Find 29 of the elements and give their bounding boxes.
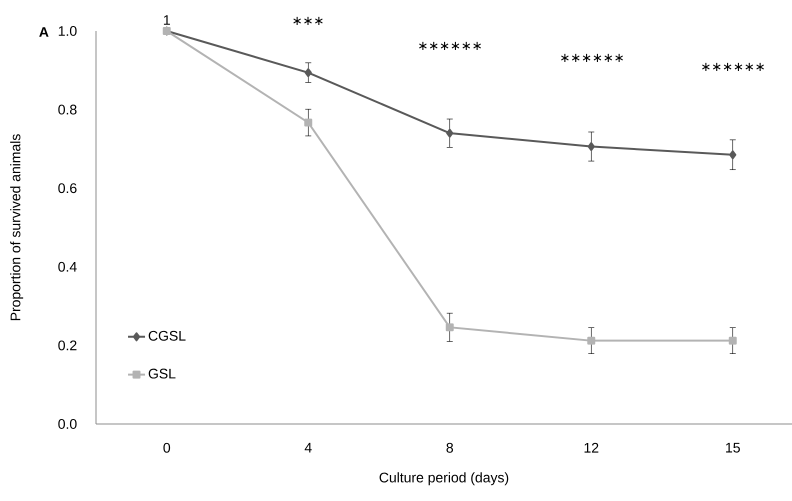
annotation: ∗∗∗∗∗∗: [702, 62, 764, 72]
annotation: ∗∗∗∗∗∗: [419, 42, 481, 50]
point: [446, 323, 454, 332]
y-tick-label: 1.0: [58, 26, 77, 36]
point: [728, 336, 737, 345]
x-tick-label: 4: [304, 442, 312, 452]
x-axis-title: Culture period (days): [380, 472, 508, 486]
text: ∗∗∗: [293, 16, 323, 26]
legend-label: CGSL: [148, 330, 186, 341]
y-tick-label: 0.8: [58, 104, 77, 115]
y-tick-label: 0.0: [58, 419, 77, 429]
y-tick-label: 0.2: [58, 340, 76, 350]
point: [304, 68, 312, 78]
legend-label: GSL: [148, 368, 176, 379]
annotation: 1: [164, 15, 170, 25]
point: [304, 118, 312, 127]
point: [729, 150, 736, 160]
y-tick-label: 0.6: [58, 183, 77, 194]
y-tick-label: 0.4: [58, 262, 77, 272]
point: [587, 336, 596, 345]
x-tick-label: 12: [584, 442, 598, 453]
y-axis-title: Proportion of survived animals: [10, 134, 24, 320]
point: [446, 128, 454, 138]
x-tick-label: 8: [446, 442, 454, 453]
x-tick-label: 15: [726, 442, 740, 453]
text: A: [39, 27, 49, 37]
annotation: ∗∗∗∗∗∗: [561, 54, 623, 62]
point: [588, 142, 595, 152]
x-tick-label: 0: [163, 442, 170, 453]
